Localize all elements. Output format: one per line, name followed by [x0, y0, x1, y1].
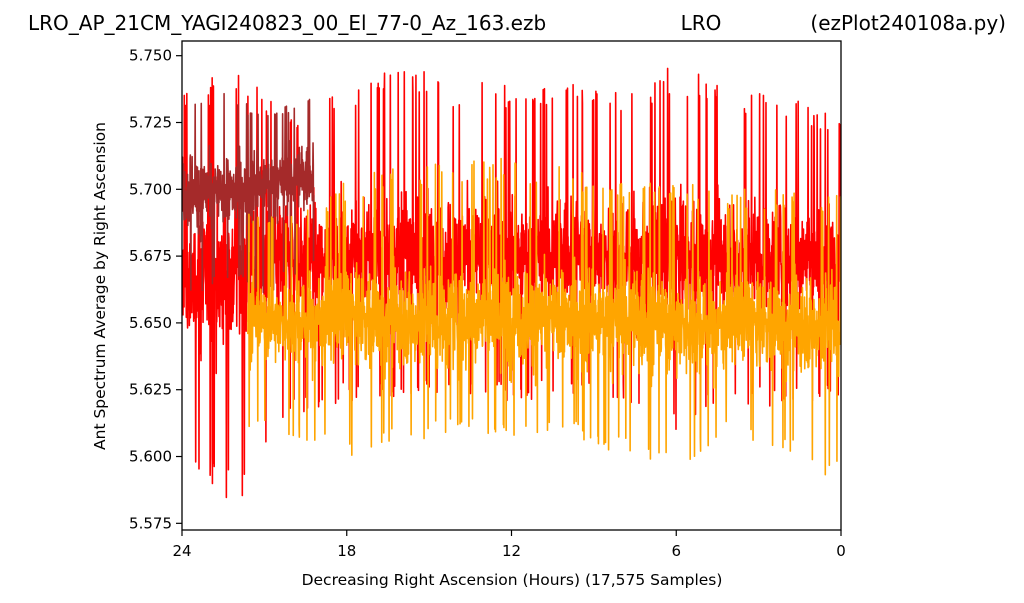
y-tick-label: 5.725	[129, 114, 172, 132]
y-tick-label: 5.600	[129, 448, 172, 466]
chart-title-station: LRO	[681, 11, 722, 35]
y-tick-label: 5.575	[129, 514, 172, 532]
y-tick-label: 5.700	[129, 180, 172, 198]
y-tick-label: 5.625	[129, 381, 172, 399]
x-axis-label: Decreasing Right Ascension (Hours) (17,5…	[302, 571, 723, 589]
x-tick-label: 18	[337, 542, 356, 560]
y-tick-label: 5.650	[129, 314, 172, 332]
x-tick-label: 24	[172, 542, 191, 560]
x-tick-label: 12	[502, 542, 521, 560]
series-line-1	[182, 92, 315, 294]
x-tick-label: 6	[671, 542, 681, 560]
x-axis: 24 18 12 6 0	[172, 530, 846, 560]
y-tick-label: 5.675	[129, 247, 172, 265]
y-tick-label: 5.750	[129, 47, 172, 65]
x-tick-label: 0	[836, 542, 846, 560]
chart-title-program: (ezPlot240108a.py)	[810, 11, 1006, 35]
plot-area	[182, 67, 841, 499]
y-axis-label: Ant Spectrum Average by Right Ascension	[91, 122, 109, 450]
y-axis: 5.575 5.600 5.625 5.650 5.675 5.700 5.725 5.750	[129, 47, 182, 532]
chart-title-filename: LRO_AP_21CM_YAGI240823_00_El_77-0_Az_163…	[28, 11, 546, 35]
series-line-2	[247, 157, 841, 476]
